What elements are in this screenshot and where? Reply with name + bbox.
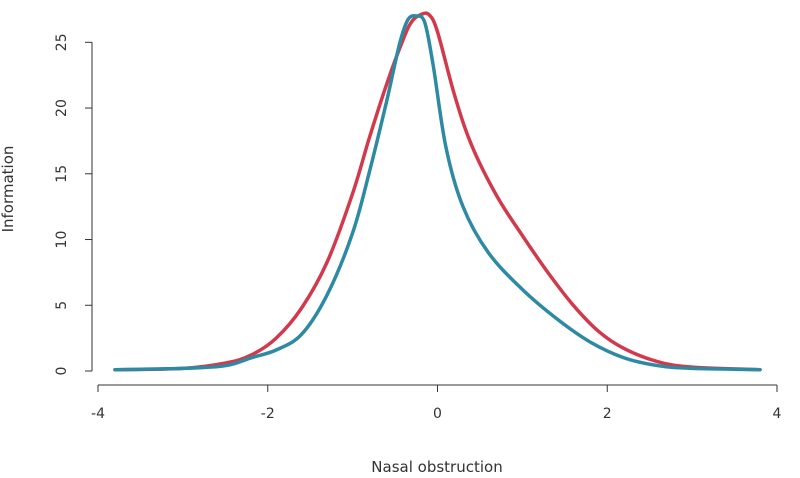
y-axis: 0 5 10 15 20 25 (54, 33, 93, 376)
x-tick-label: 0 (433, 406, 442, 422)
x-tick-label: 4 (773, 406, 782, 422)
y-tick-label: 10 (54, 231, 70, 249)
y-tick-label: 20 (54, 99, 70, 117)
y-tick-label: 25 (54, 33, 70, 51)
series-layer (113, 11, 762, 372)
plot-area (113, 11, 762, 372)
x-tick-label: 2 (603, 406, 612, 422)
x-tick-label: -4 (91, 406, 105, 422)
x-axis: -4 -2 0 2 4 (91, 384, 782, 422)
y-axis-title: Information (0, 146, 17, 233)
x-axis-title: Nasal obstruction (371, 458, 502, 476)
y-tick-label: 5 (54, 301, 70, 310)
x-tick-label: -2 (261, 406, 275, 422)
series-line-red (113, 11, 762, 372)
y-tick-label: 0 (54, 367, 70, 376)
series-line-teal (113, 14, 762, 372)
y-tick-label: 15 (54, 165, 70, 183)
